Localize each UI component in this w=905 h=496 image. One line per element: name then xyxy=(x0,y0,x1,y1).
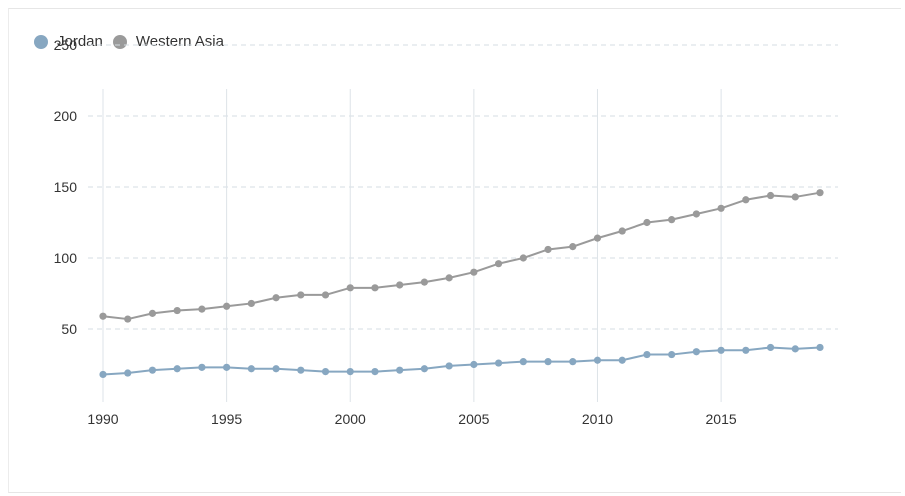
data-point-western-asia[interactable] xyxy=(742,196,750,204)
data-point-western-asia[interactable] xyxy=(791,193,799,201)
legend-item-jordan[interactable]: Jordan xyxy=(34,33,103,50)
data-point-jordan[interactable] xyxy=(668,350,676,359)
x-tick-label: 2000 xyxy=(335,411,366,427)
data-point-jordan[interactable] xyxy=(198,363,206,371)
y-tick-label: 150 xyxy=(54,179,78,195)
data-point-western-asia[interactable] xyxy=(223,302,231,310)
data-point-jordan[interactable] xyxy=(643,350,651,359)
data-point-jordan[interactable] xyxy=(223,363,231,371)
data-point-jordan[interactable] xyxy=(247,365,255,373)
data-point-jordan[interactable] xyxy=(742,346,750,354)
data-point-western-asia[interactable] xyxy=(668,216,676,224)
data-point-jordan[interactable] xyxy=(173,365,181,373)
y-tick-label: 250 xyxy=(54,37,78,53)
axis-labels: 50 100 150 200 250 1990 1995 2000 2005 2010 2015 xyxy=(54,37,737,427)
x-tick-label: 2010 xyxy=(582,411,613,427)
series-lines xyxy=(102,191,821,376)
data-point-jordan[interactable] xyxy=(692,348,700,356)
data-point-western-asia[interactable] xyxy=(494,260,503,268)
data-point-western-asia[interactable] xyxy=(173,306,181,315)
y-tick-label: 50 xyxy=(61,321,77,337)
data-point-western-asia[interactable] xyxy=(618,227,626,235)
data-point-western-asia[interactable] xyxy=(470,268,478,276)
data-point-jordan[interactable] xyxy=(618,356,626,364)
data-point-western-asia[interactable] xyxy=(148,309,157,317)
data-point-western-asia[interactable] xyxy=(272,294,280,302)
y-tick-label: 100 xyxy=(54,250,78,266)
data-point-western-asia[interactable] xyxy=(544,245,552,254)
data-point-western-asia[interactable] xyxy=(247,299,255,308)
data-point-jordan[interactable] xyxy=(371,368,379,376)
legend-label-western-asia: Western Asia xyxy=(135,33,224,50)
data-point-jordan[interactable] xyxy=(544,358,552,366)
legend-label-jordan: Jordan xyxy=(57,33,103,50)
data-point-jordan[interactable] xyxy=(816,343,824,352)
y-tick-label: 200 xyxy=(54,108,78,124)
data-point-jordan[interactable] xyxy=(445,362,453,370)
data-point-jordan[interactable] xyxy=(297,366,305,374)
data-point-western-asia[interactable] xyxy=(569,243,577,251)
data-point-western-asia[interactable] xyxy=(519,254,527,262)
data-point-western-asia[interactable] xyxy=(692,210,700,218)
data-point-jordan[interactable] xyxy=(148,366,157,374)
data-point-jordan[interactable] xyxy=(420,365,429,373)
data-point-jordan[interactable] xyxy=(396,366,404,374)
legend-marker-jordan xyxy=(34,34,48,49)
series-points xyxy=(99,189,824,379)
data-point-western-asia[interactable] xyxy=(321,291,330,299)
data-point-western-asia[interactable] xyxy=(99,312,107,320)
data-point-jordan[interactable] xyxy=(791,345,799,353)
data-point-jordan[interactable] xyxy=(99,370,107,379)
data-point-western-asia[interactable] xyxy=(766,191,775,200)
data-point-jordan[interactable] xyxy=(766,343,775,352)
data-point-jordan[interactable] xyxy=(124,369,132,377)
data-point-western-asia[interactable] xyxy=(346,284,354,292)
data-point-western-asia[interactable] xyxy=(593,234,602,242)
x-tick-label: 2015 xyxy=(706,411,737,427)
data-point-western-asia[interactable] xyxy=(297,291,305,299)
chart-frame xyxy=(8,8,901,493)
x-tick-label: 1990 xyxy=(87,411,118,427)
data-point-western-asia[interactable] xyxy=(420,278,429,286)
data-point-jordan[interactable] xyxy=(321,368,330,376)
data-point-jordan[interactable] xyxy=(593,356,602,364)
x-tick-label: 1995 xyxy=(211,411,242,427)
data-point-western-asia[interactable] xyxy=(717,204,725,212)
data-point-western-asia[interactable] xyxy=(445,274,453,282)
data-point-western-asia[interactable] xyxy=(816,189,824,197)
data-point-western-asia[interactable] xyxy=(124,315,132,323)
data-point-jordan[interactable] xyxy=(569,358,577,366)
data-point-jordan[interactable] xyxy=(519,358,527,366)
data-point-western-asia[interactable] xyxy=(198,305,206,313)
data-point-jordan[interactable] xyxy=(470,360,478,369)
data-point-western-asia[interactable] xyxy=(643,218,651,227)
data-point-jordan[interactable] xyxy=(272,365,280,373)
series-line-jordan xyxy=(102,346,821,376)
data-point-jordan[interactable] xyxy=(494,359,503,367)
data-point-western-asia[interactable] xyxy=(396,281,404,289)
grid xyxy=(88,44,838,402)
data-point-jordan[interactable] xyxy=(717,346,725,354)
series-line-western-asia xyxy=(102,191,821,321)
x-tick-label: 2005 xyxy=(458,411,489,427)
data-point-western-asia[interactable] xyxy=(371,284,379,292)
data-point-jordan[interactable] xyxy=(346,368,354,376)
